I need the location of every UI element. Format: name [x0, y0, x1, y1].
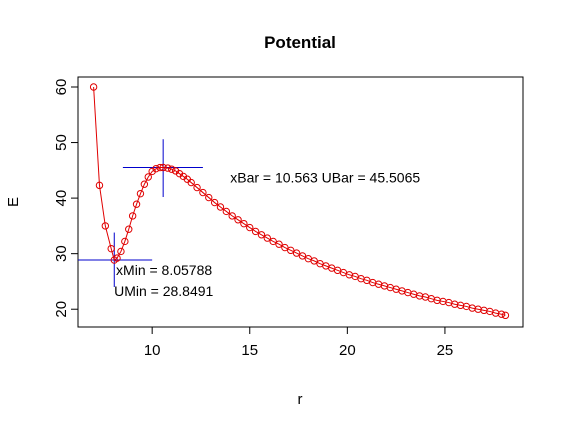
data-point — [89, 83, 98, 91]
annotation-text: xMin = 8.05788 — [116, 262, 212, 278]
data-point — [132, 200, 141, 208]
data-point — [298, 252, 307, 260]
data-point — [107, 244, 115, 253]
series-line — [93, 86, 506, 316]
data-point — [164, 164, 172, 172]
data-point — [263, 234, 272, 242]
data-point — [269, 237, 277, 246]
y-axis-label: E — [5, 197, 22, 207]
data-point — [101, 222, 110, 230]
data-point — [121, 237, 129, 246]
data-point — [251, 227, 260, 236]
data-point — [95, 181, 104, 190]
chart-title: Potential — [264, 33, 336, 52]
data-point — [497, 310, 506, 318]
data-point — [228, 212, 236, 220]
data-point — [187, 178, 195, 187]
data-point — [125, 225, 133, 233]
y-tick-label: 60 — [53, 79, 70, 96]
data-point — [144, 173, 152, 181]
data-point — [113, 254, 121, 262]
data-series — [89, 83, 510, 320]
y-axis: 20 30 40 50 60 — [53, 79, 78, 318]
data-point — [222, 207, 231, 216]
x-axis: 10 15 20 25 — [144, 327, 453, 359]
x-axis-label: r — [298, 391, 303, 408]
x-tick-label: 20 — [339, 342, 356, 359]
data-point — [310, 257, 318, 265]
data-point — [167, 165, 176, 173]
data-point — [128, 212, 137, 220]
data-point — [199, 188, 207, 197]
data-point — [292, 249, 301, 257]
x-tick-label: 25 — [437, 342, 454, 359]
data-point — [136, 189, 145, 198]
data-point — [501, 311, 510, 320]
annotation-text: UMin = 28.8491 — [114, 283, 213, 299]
data-point — [281, 243, 289, 252]
y-tick-label: 30 — [53, 245, 70, 262]
data-point — [275, 240, 283, 248]
annotations: xBar = 10.563 UBar = 45.5065 xMin = 8.057… — [114, 170, 420, 299]
data-point — [234, 216, 242, 224]
data-point — [193, 183, 201, 192]
x-tick-label: 15 — [241, 342, 258, 359]
data-point — [287, 246, 295, 255]
y-tick-label: 40 — [53, 190, 70, 207]
data-point — [246, 223, 254, 232]
x-tick-label: 10 — [144, 342, 161, 359]
y-tick-label: 20 — [53, 301, 70, 318]
data-point — [205, 193, 213, 202]
y-tick-label: 50 — [53, 134, 70, 151]
data-point — [152, 164, 160, 173]
data-point — [140, 180, 149, 188]
data-point — [159, 163, 167, 172]
data-point — [117, 247, 125, 256]
data-point — [216, 203, 225, 211]
annotation-text: xBar = 10.563 UBar = 45.5065 — [230, 170, 420, 186]
data-point — [257, 231, 266, 239]
data-point — [210, 198, 219, 207]
data-point — [156, 163, 164, 172]
data-point — [240, 219, 248, 228]
plot-frame — [77, 76, 524, 328]
